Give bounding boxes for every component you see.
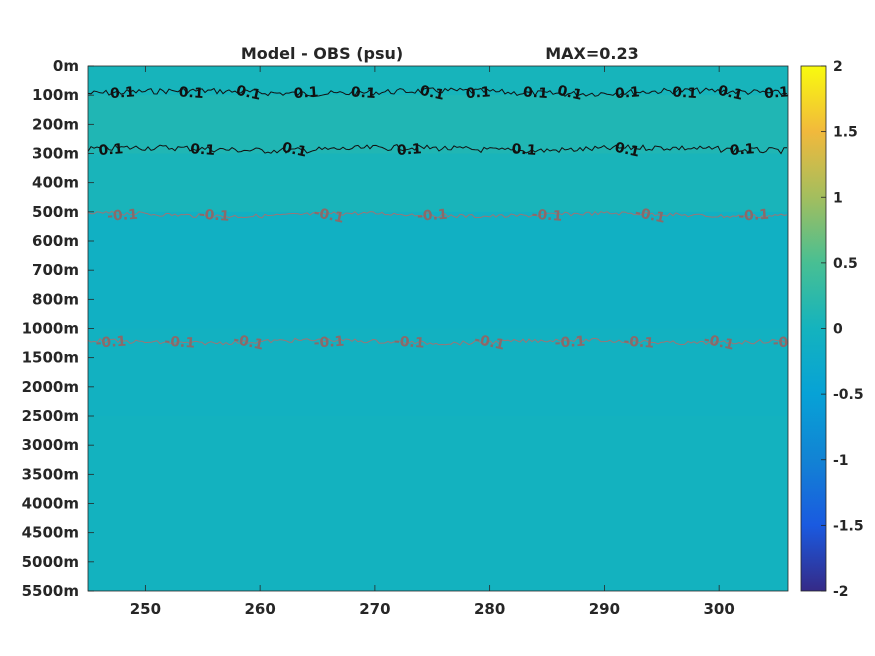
contour-label: 0.1	[396, 141, 422, 159]
contour-label: 0.1	[98, 141, 124, 159]
colorbar-tick-label: 0.5	[833, 256, 858, 272]
colorbar-tick-label: -2	[833, 584, 849, 600]
colorbar-tick-label: -1.5	[833, 518, 864, 534]
contour-label: 0.1	[350, 84, 376, 102]
y-tick-label: 1000m	[22, 320, 79, 338]
contour-label: -0.1	[531, 207, 563, 225]
contour-label: -0.1	[738, 207, 770, 225]
colorbar-tick-label: -1	[833, 453, 849, 469]
contour-label: -0.1	[164, 334, 196, 352]
y-tick-label: 2500m	[22, 407, 79, 425]
contour-label: 0.1	[110, 84, 136, 102]
contour-label: -0.1	[393, 334, 425, 352]
colorbar-tick-label: 1	[833, 190, 843, 206]
colorbar-tick-label: 0	[833, 322, 843, 338]
contour-label: -0.1	[554, 334, 586, 352]
heatmap-band-4	[88, 328, 788, 417]
x-tick-label: 270	[359, 600, 390, 618]
contour-label: -0.1	[95, 334, 127, 352]
contour-line-3	[88, 337, 788, 346]
contour-label: 0.1	[418, 83, 446, 104]
contour-label: 0.1	[281, 140, 309, 161]
x-tick-label: 280	[474, 600, 505, 618]
y-tick-label: 0m	[53, 57, 79, 75]
contour-label: 0.1	[465, 84, 491, 102]
heatmap-band-0	[88, 66, 788, 96]
contour-label: -0.1	[416, 207, 448, 225]
contour-label: 0.1	[764, 84, 790, 102]
y-tick-label: 600m	[32, 232, 79, 250]
contour-line-0	[88, 87, 788, 98]
y-tick-label: 700m	[32, 261, 79, 279]
contour-label: -0.1	[623, 334, 655, 352]
chart-title-right: MAX=0.23	[545, 44, 639, 63]
y-tick-label: 800m	[32, 290, 79, 308]
contour-label: -0.1	[772, 334, 804, 352]
y-tick-label: 300m	[32, 145, 79, 163]
heatmap-band-5	[88, 416, 788, 591]
y-tick-label: 200m	[32, 115, 79, 133]
contour-label: 0.1	[613, 140, 641, 161]
contour-label: 0.1	[556, 83, 584, 104]
contour-line-1	[88, 143, 787, 155]
contour-line-2	[88, 210, 788, 219]
chart-title-left: Model - OBS (psu)	[241, 44, 403, 63]
contour-label: 0.1	[717, 83, 745, 104]
x-tick-label: 260	[244, 600, 275, 618]
contour-label: 0.1	[672, 84, 698, 102]
x-tick-label: 250	[130, 600, 161, 618]
contour-label: 0.1	[190, 141, 216, 159]
contour-label: -0.1	[107, 207, 139, 225]
y-tick-label: 5500m	[22, 582, 79, 600]
y-tick-label: 3500m	[22, 465, 79, 483]
colorbar-tick-label: -0.5	[833, 387, 864, 403]
contour-label: -0.1	[473, 332, 506, 354]
colorbar-axis: 2 1.5 1 0.5 0 -0.5 -1 -1.5 -2	[821, 59, 864, 600]
plot-area: 0.1 0.1 0.1 0.1 0.1 0.1 0.1 0.1 0.1 0.1 0.1 0.1 0.1 0…	[88, 66, 804, 591]
contour-label: -0.1	[702, 332, 735, 354]
contour-label: 0.1	[293, 84, 319, 102]
contour-label: -0.1	[198, 207, 230, 225]
y-tick-label: 4500m	[22, 524, 79, 542]
heatmap-band-2	[88, 153, 788, 213]
contour-lines: 0.1 0.1 0.1 0.1 0.1 0.1 0.1 0.1 0.1 0.1 0.1 0.1 0.1 0…	[88, 83, 804, 354]
heatmap-bands	[88, 66, 788, 591]
y-tick-label: 400m	[32, 174, 79, 192]
y-tick-label: 1500m	[22, 349, 79, 367]
heatmap-band-3	[88, 211, 788, 329]
y-tick-label: 100m	[32, 86, 79, 104]
contour-label: -0.1	[313, 334, 345, 352]
contour-label: 0.1	[511, 141, 537, 159]
contour-label: -0.1	[232, 332, 265, 354]
y-tick-label: 5000m	[22, 553, 79, 571]
contour-label: 0.1	[523, 84, 549, 102]
contour-label: 0.1	[178, 84, 204, 102]
y-tick-label: 2000m	[22, 378, 79, 396]
contour-label: 0.1	[614, 84, 640, 102]
x-tick-label: 300	[703, 600, 734, 618]
y-tick-label: 3000m	[22, 436, 79, 454]
colorbar-tick-label: 1.5	[833, 125, 858, 141]
y-tick-label: 4000m	[22, 495, 79, 513]
heatmap-band-1	[88, 95, 788, 154]
y-axis: 0m 100m 200m 300m 400m 500m 600m 700m 800m 1000m 1…	[22, 57, 94, 600]
x-tick-label: 290	[589, 600, 620, 618]
y-tick-label: 500m	[32, 203, 79, 221]
colorbar-tick-label: 2	[833, 59, 843, 75]
x-axis: 250 260 270 280 290 300	[130, 66, 735, 618]
contour-label: 0.1	[729, 141, 755, 159]
contour-label: 0.1	[235, 83, 263, 104]
contour-label: -0.1	[633, 205, 666, 227]
contour-label: -0.1	[312, 205, 345, 227]
